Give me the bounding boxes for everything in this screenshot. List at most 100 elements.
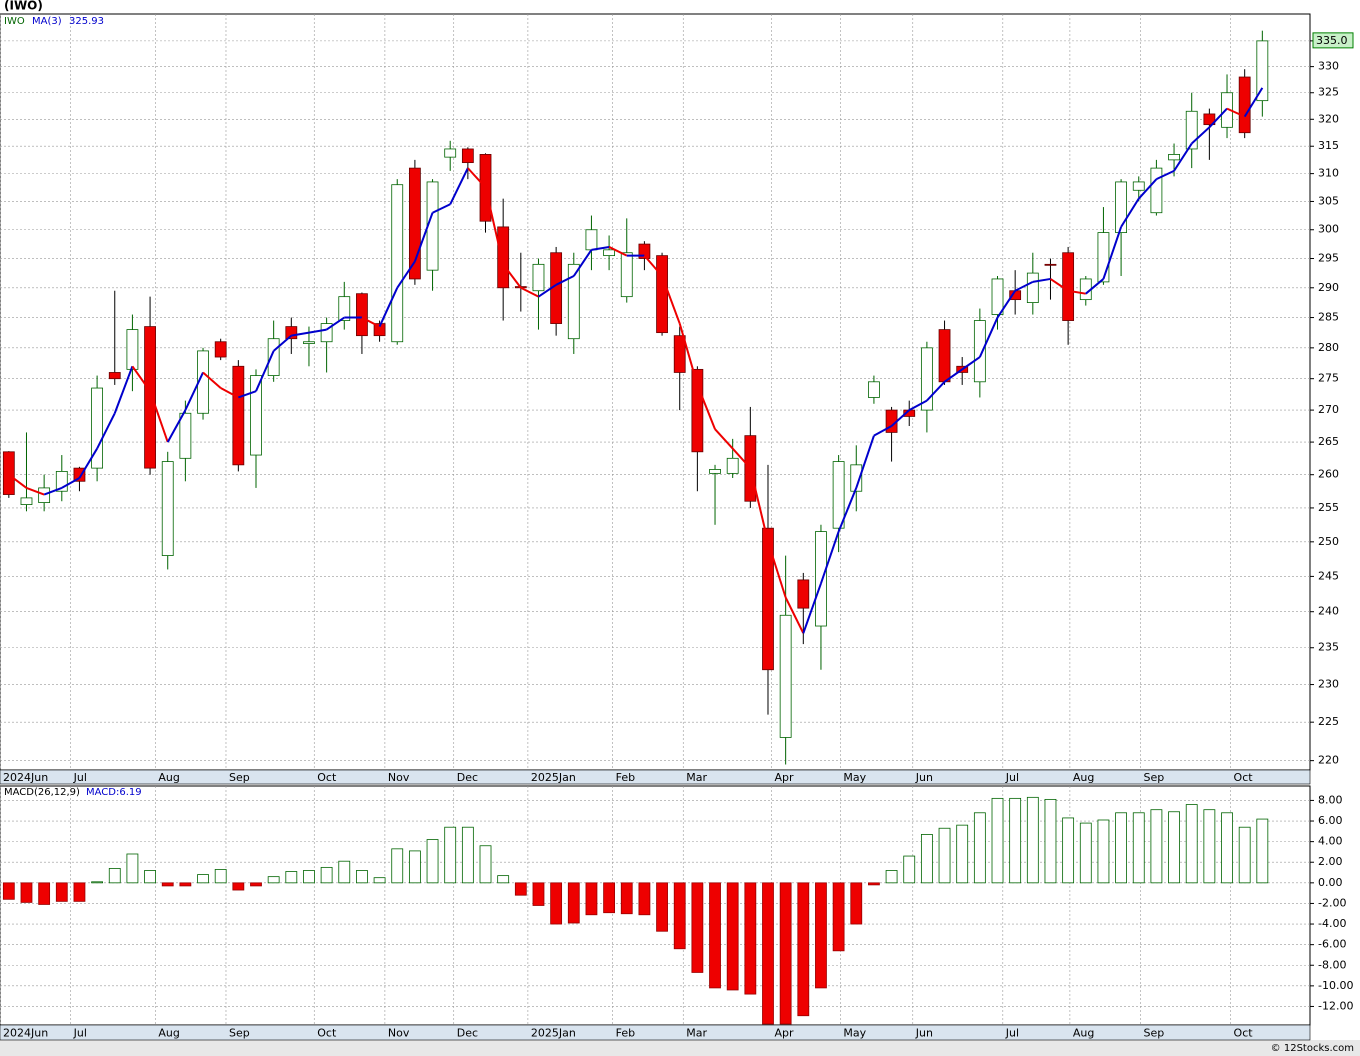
candle-body — [815, 531, 827, 627]
macd-bar — [514, 882, 527, 896]
macd-bar — [638, 882, 651, 916]
macd-bar — [91, 881, 104, 884]
y-tick-label: 325 — [1318, 86, 1339, 99]
macd-bar — [1097, 819, 1110, 884]
x-tick-label: 2024Jun — [3, 1027, 48, 1040]
ma-line — [220, 387, 239, 399]
ma-line — [1226, 107, 1246, 118]
macd-bar — [1238, 826, 1251, 884]
macd-bar — [691, 882, 704, 973]
plot-area — [0, 13, 1311, 771]
y-tick-label: 8.00 — [1318, 793, 1343, 806]
ma-line — [837, 487, 858, 532]
candle-body — [920, 347, 933, 411]
x-tick-label: 2025Jan — [531, 1027, 576, 1040]
ma-line — [555, 275, 575, 286]
macd-bar — [161, 882, 174, 887]
x-tick-label: Jul — [1005, 1027, 1019, 1040]
ma-line — [1138, 178, 1158, 200]
ma-line — [432, 203, 451, 214]
candle-body — [620, 252, 633, 298]
x-tick-label: Jun — [915, 1027, 933, 1040]
macd-bar — [1256, 818, 1269, 884]
y-tick-label: 255 — [1318, 501, 1339, 514]
candle-body — [38, 487, 51, 503]
y-tick-label: -6.00 — [1318, 938, 1346, 951]
y-tick-label: 2.00 — [1318, 855, 1343, 868]
macd-bar — [267, 876, 280, 884]
candle-body — [1044, 263, 1057, 266]
ma-line — [961, 356, 981, 371]
candle-body — [144, 326, 156, 469]
x-tick-label: Oct — [1234, 771, 1254, 784]
candle-body — [1026, 272, 1039, 303]
ma-line — [731, 447, 752, 469]
macd-bar — [603, 882, 615, 914]
x-tick-label: May — [843, 1027, 866, 1040]
x-tick-label: Aug — [158, 1027, 179, 1040]
macd-bar — [832, 882, 845, 952]
ma-line — [96, 412, 116, 450]
macd-bar — [20, 882, 33, 903]
y-tick-label: 0.00 — [1318, 876, 1343, 889]
macd-bar — [726, 882, 739, 991]
ma-line — [943, 368, 963, 383]
ma-line — [926, 381, 946, 402]
ma-line — [1085, 278, 1105, 295]
x-axis-strip — [0, 769, 1311, 785]
ma-line — [767, 541, 787, 598]
macd-bar — [1168, 811, 1180, 884]
ma-line — [326, 316, 345, 331]
legend-macd: MACD(26,12,9) — [4, 787, 80, 798]
y-tick-label: 280 — [1318, 341, 1339, 354]
candle-body — [709, 469, 721, 474]
candle-body — [373, 323, 386, 337]
x-tick-label: Sep — [1144, 771, 1165, 784]
macd-bar — [197, 874, 209, 884]
ma-line — [255, 350, 275, 392]
candle-body — [408, 167, 421, 280]
macd-bar — [1185, 804, 1198, 884]
x-tick-label: Feb — [616, 771, 635, 784]
legend-name: IWO — [4, 16, 25, 27]
ma-line — [643, 254, 663, 277]
macd-bar — [73, 882, 86, 902]
macd-bar — [779, 882, 792, 1025]
macd-bar — [426, 839, 439, 884]
ma-line — [996, 290, 1016, 319]
legend-ma-value: 325.93 — [69, 16, 104, 27]
candle-body — [673, 335, 686, 373]
macd-bar — [214, 869, 227, 884]
x-tick-label: May — [843, 771, 866, 784]
x-tick-label: Jun — [915, 771, 933, 784]
ma-line — [502, 263, 522, 289]
macd-bar — [38, 882, 51, 905]
macd-bar — [815, 882, 827, 989]
candle-body — [232, 365, 245, 466]
candle-body — [2, 451, 15, 495]
macd-bar — [126, 853, 139, 884]
ma-line — [113, 365, 134, 414]
y-tick-label: 240 — [1318, 605, 1339, 618]
ma-line — [378, 287, 399, 327]
y-tick-label: 315 — [1318, 139, 1339, 152]
macd-bar — [461, 826, 474, 884]
candle-body — [91, 387, 104, 469]
x-tick-label: Sep — [1144, 1027, 1165, 1040]
candle-body — [214, 341, 227, 358]
candle-body — [320, 323, 333, 343]
candle-body — [762, 527, 774, 671]
x-tick-label: Oct — [317, 1027, 337, 1040]
macd-bar — [620, 882, 633, 915]
macd-bar — [1203, 809, 1216, 884]
candle-body — [567, 263, 580, 340]
macd-bar — [991, 797, 1004, 884]
ma-line — [43, 486, 63, 496]
candle-body — [356, 293, 368, 337]
y-tick-label: 220 — [1318, 754, 1339, 767]
legend-ma: MA(3) — [32, 16, 62, 27]
x-tick-label: Aug — [158, 771, 179, 784]
ma-line — [714, 428, 734, 450]
macd-bar — [2, 882, 15, 900]
macd-bar — [250, 882, 262, 887]
